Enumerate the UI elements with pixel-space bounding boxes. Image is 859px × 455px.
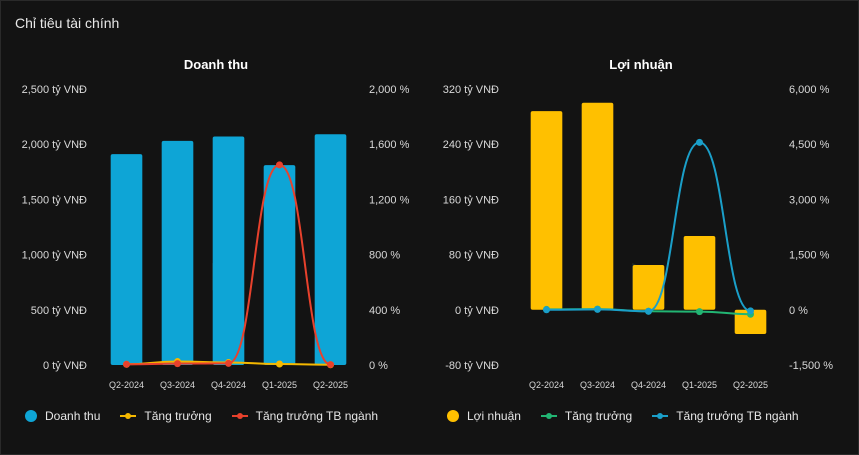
chart-title: Lợi nhuận	[609, 57, 672, 72]
y2-tick-label: 800 %	[369, 250, 400, 262]
series-point[interactable]	[594, 305, 601, 313]
y2-tick-label: 1,200 %	[369, 194, 410, 206]
x-tick-label: Q2-2025	[733, 380, 768, 390]
y2-tick-label: -1,500 %	[789, 360, 833, 372]
y-tick-label: 320 tỷ VNĐ	[443, 84, 499, 96]
profit-legend: Lợi nhuận Tăng trưởng Tăng trưởng TB ngành	[447, 409, 819, 423]
y-tick-label: 1,000 tỷ VNĐ	[22, 250, 87, 262]
panel-title: Chỉ tiêu tài chính	[15, 15, 120, 31]
legend-item[interactable]: Tăng trưởng	[120, 409, 212, 423]
legend-item[interactable]: Tăng trưởng	[540, 409, 633, 423]
legend-line-icon	[120, 410, 137, 422]
y2-tick-label: 2,000 %	[369, 84, 410, 96]
x-tick-label: Q3-2024	[580, 380, 615, 390]
y-tick-label: 2,000 tỷ VNĐ	[22, 139, 87, 151]
series-point[interactable]	[225, 359, 232, 367]
legend-label: Tăng trưởng	[564, 409, 633, 423]
series-point[interactable]	[747, 307, 754, 315]
y2-tick-label: 0 %	[789, 305, 808, 317]
bar[interactable]	[314, 134, 347, 365]
bar[interactable]	[110, 154, 143, 365]
y-tick-label: 240 tỷ VNĐ	[443, 139, 499, 151]
y2-tick-label: 4,500 %	[789, 139, 830, 151]
x-tick-label: Q1-2025	[262, 380, 297, 390]
x-tick-label: Q2-2024	[529, 380, 564, 390]
y-tick-label: 80 tỷ VNĐ	[449, 250, 499, 262]
bar[interactable]	[734, 309, 767, 334]
series-point[interactable]	[174, 360, 181, 368]
series-point[interactable]	[276, 360, 283, 368]
bar[interactable]	[632, 264, 665, 310]
bar[interactable]	[263, 165, 296, 365]
series-point[interactable]	[327, 361, 334, 369]
x-tick-label: Q4-2024	[631, 380, 666, 390]
y-tick-label: -80 tỷ VNĐ	[445, 360, 499, 372]
series-point[interactable]	[696, 308, 703, 316]
legend-label: Tăng trưởng TB ngành	[255, 409, 379, 423]
legend-circle-icon	[25, 410, 37, 422]
bar[interactable]	[212, 136, 245, 365]
bar[interactable]	[581, 102, 614, 310]
y-tick-label: 1,500 tỷ VNĐ	[22, 194, 87, 206]
x-tick-label: Q4-2024	[211, 380, 246, 390]
bar[interactable]	[683, 235, 716, 310]
legend-item[interactable]: Tăng trưởng TB ngành	[652, 409, 799, 423]
y2-tick-label: 1,500 %	[789, 250, 830, 262]
revenue-legend: Doanh thu Tăng trưởng Tăng trưởng TB ngành	[25, 409, 398, 423]
series-point[interactable]	[696, 138, 703, 146]
legend-label: Doanh thu	[45, 409, 101, 423]
y-tick-label: 500 tỷ VNĐ	[31, 305, 87, 317]
legend-line-icon	[652, 410, 669, 422]
series-point[interactable]	[645, 307, 652, 315]
x-tick-label: Q2-2025	[313, 380, 348, 390]
legend-line-icon	[540, 410, 557, 422]
y-tick-label: 0 tỷ VNĐ	[455, 305, 499, 317]
legend-label: Lợi nhuận	[467, 409, 521, 423]
legend-line-icon	[231, 410, 248, 422]
legend-item[interactable]: Doanh thu	[25, 409, 100, 423]
bar[interactable]	[530, 111, 563, 310]
series-point[interactable]	[543, 306, 550, 314]
x-tick-label: Q3-2024	[160, 380, 195, 390]
x-tick-label: Q2-2024	[109, 380, 144, 390]
y2-tick-label: 400 %	[369, 305, 400, 317]
y-tick-label: 2,500 tỷ VNĐ	[22, 84, 87, 96]
legend-label: Tăng trưởng TB ngành	[676, 409, 799, 423]
bar[interactable]	[161, 140, 194, 365]
y-tick-label: 0 tỷ VNĐ	[43, 360, 87, 372]
y2-tick-label: 3,000 %	[789, 194, 830, 206]
y2-tick-label: 0 %	[369, 360, 388, 372]
series-point[interactable]	[276, 161, 283, 169]
chart-title: Doanh thu	[184, 57, 248, 72]
legend-item[interactable]: Tăng trưởng TB ngành	[231, 409, 379, 423]
x-tick-label: Q1-2025	[682, 380, 717, 390]
series-point[interactable]	[123, 360, 130, 368]
y2-tick-label: 1,600 %	[369, 139, 410, 151]
y-tick-label: 160 tỷ VNĐ	[443, 194, 499, 206]
legend-circle-icon	[447, 410, 459, 422]
legend-item[interactable]: Lợi nhuận	[447, 409, 521, 423]
y2-tick-label: 6,000 %	[789, 84, 830, 96]
legend-label: Tăng trưởng	[144, 409, 212, 423]
